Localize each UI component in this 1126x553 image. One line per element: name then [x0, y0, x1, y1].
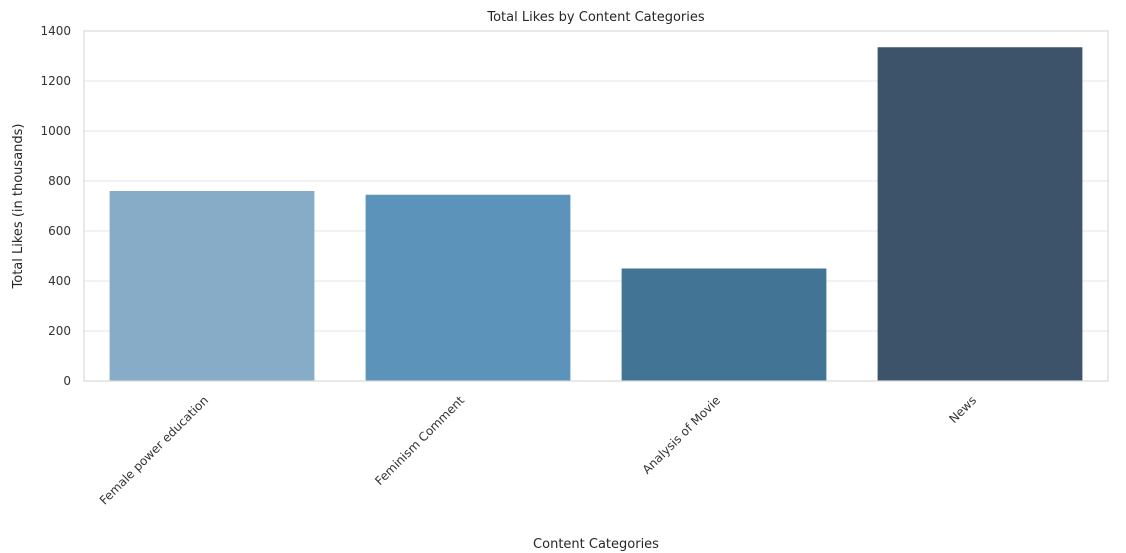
y-tick-label: 600	[48, 224, 71, 238]
y-tick-label: 200	[48, 324, 71, 338]
x-axis-label: Content Categories	[533, 537, 659, 552]
x-tick-label: Analysis of Movie	[640, 393, 724, 477]
y-tick-label: 400	[48, 274, 71, 288]
x-tick-label: News	[946, 393, 979, 426]
bar	[365, 194, 571, 381]
x-tick-label: Feminism Comment	[372, 393, 467, 488]
chart-title: Total Likes by Content Categories	[486, 10, 705, 25]
y-tick-label: 1400	[40, 24, 71, 38]
plot-frame	[83, 30, 1109, 382]
x-tick-labels: Female power education Feminism Comment An…	[97, 393, 979, 508]
bar	[109, 191, 315, 381]
y-axis-label: Total Likes (in thousands)	[11, 124, 26, 290]
y-tick-label: 0	[63, 374, 71, 388]
bars	[109, 47, 1083, 381]
x-tick-label: Female power education	[97, 393, 211, 507]
y-tick-label: 800	[48, 174, 71, 188]
bar	[877, 47, 1083, 381]
y-tick-label: 1000	[40, 124, 71, 138]
bar	[621, 268, 827, 381]
y-tick-labels: 0 200 400 600 800 1000 1200 1400	[40, 24, 71, 388]
y-tick-label: 1200	[40, 74, 71, 88]
